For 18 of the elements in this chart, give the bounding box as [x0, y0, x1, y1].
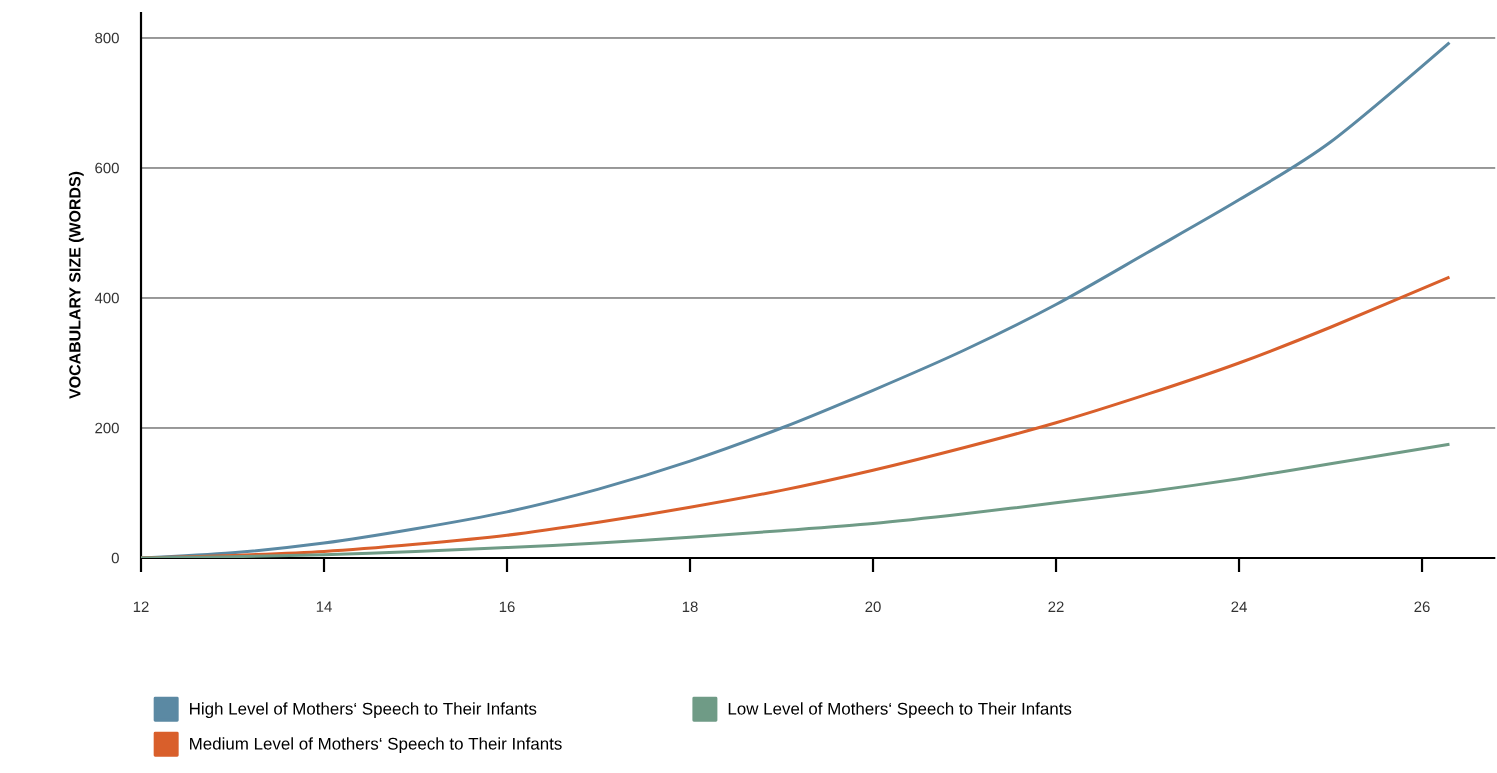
y-tick-label: 600 [95, 162, 119, 174]
y-tick-label: 0 [111, 552, 119, 564]
legend-label: Low Level of Mothers‘ Speech to Their Infants [728, 702, 1072, 719]
x-tick-label: 12 [133, 601, 149, 612]
x-tick-label: 18 [682, 601, 698, 613]
y-tick-label: 200 [95, 422, 119, 434]
x-tick-label: 24 [1231, 601, 1247, 612]
y-tick-label: 800 [95, 32, 119, 44]
y-tick-label: 400 [94, 292, 119, 304]
x-tick-label: 20 [865, 601, 881, 613]
line-series [141, 442, 1451, 558]
y-axis-title: VOCABULARY SIZE (WORDS) [68, 171, 84, 399]
x-tick-label: 14 [316, 601, 332, 612]
x-tick-label: 22 [1048, 601, 1064, 612]
legend-label: Medium Level of Mothers‘ Speech to Their Infants [190, 737, 562, 754]
x-tick-label: 26 [1414, 601, 1430, 613]
x-tick-label: 16 [499, 601, 515, 613]
legend-label: High Level of Mothers‘ Speech to Their Infants [190, 702, 537, 719]
